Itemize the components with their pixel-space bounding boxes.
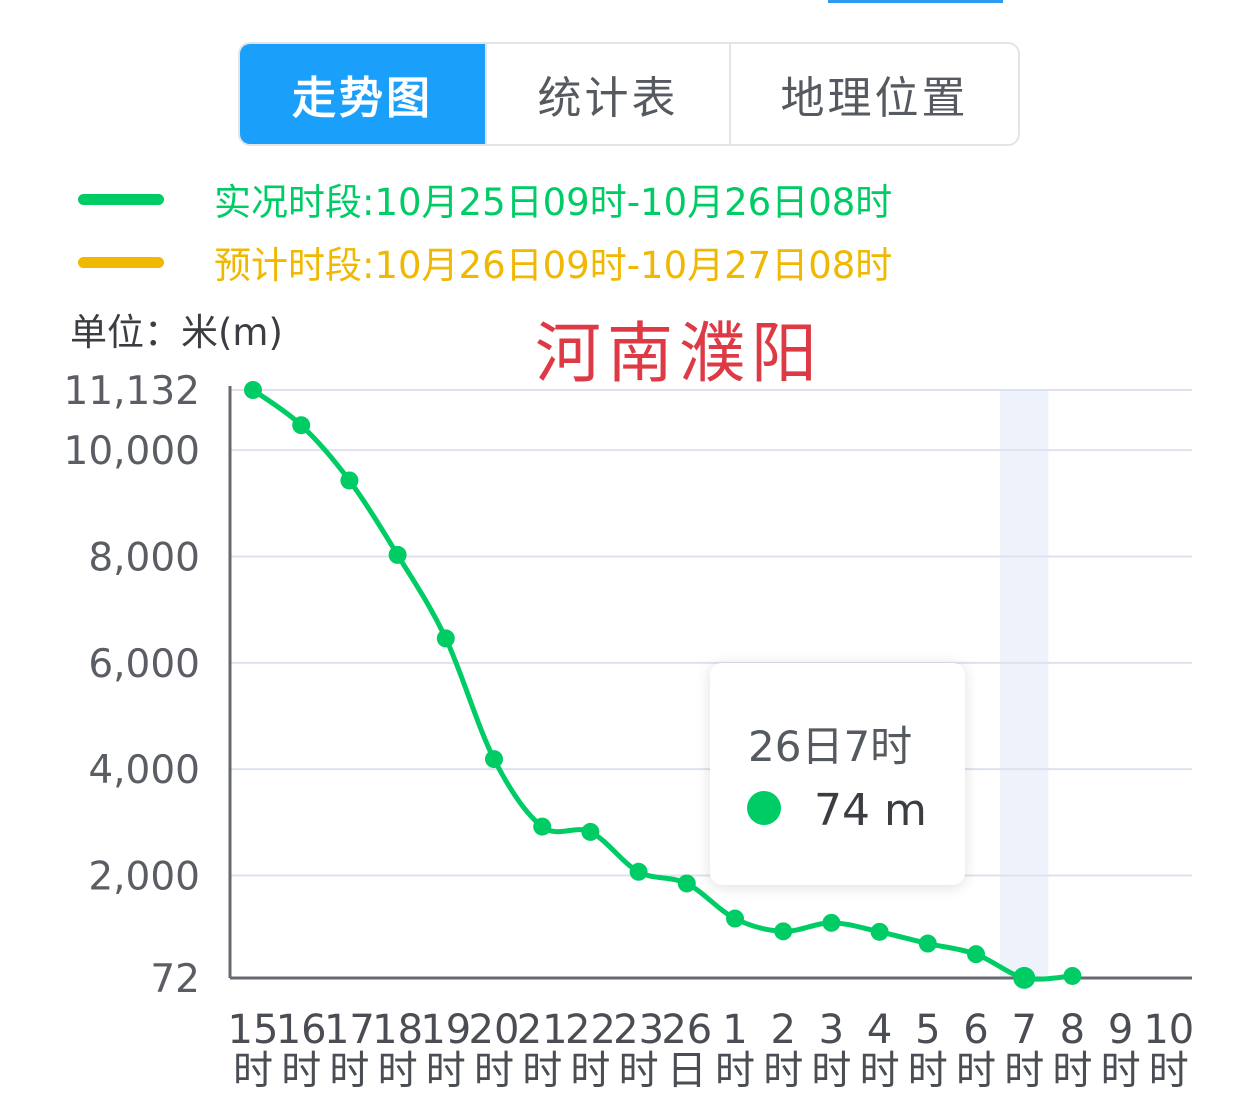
- tab-trend-chart[interactable]: 走势图: [240, 44, 487, 144]
- x-tick-label: 1: [722, 1007, 747, 1053]
- x-tick-label-unit: 时: [715, 1048, 755, 1094]
- y-tick-label: 6,000: [88, 642, 200, 687]
- y-tick-label: 2,000: [88, 854, 200, 899]
- y-tick-label: 10,000: [64, 429, 200, 474]
- x-tick-label: 21: [517, 1007, 568, 1053]
- data-point: [967, 945, 985, 964]
- x-tick-label: 9: [1108, 1007, 1133, 1053]
- x-tick-label-unit: 时: [619, 1048, 659, 1094]
- data-point: [1013, 966, 1036, 989]
- x-tick-label-unit: 时: [1052, 1048, 1092, 1094]
- data-point: [726, 909, 744, 928]
- legend-forecast: 预计时段:10月26日09时-10月27日08时: [78, 237, 892, 287]
- legend-actual: 实况时段:10月25日09时-10月26日08时: [78, 174, 892, 224]
- data-point: [436, 629, 455, 648]
- data-point: [533, 817, 552, 836]
- unit-label: 单位：米(m): [70, 311, 283, 354]
- data-point: [581, 822, 600, 841]
- x-tick-label: 6: [963, 1007, 988, 1053]
- x-tick-label: 20: [469, 1007, 520, 1053]
- x-tick-label: 16: [276, 1007, 327, 1053]
- x-tick-label: 5: [915, 1007, 940, 1053]
- x-tick-label: 19: [420, 1007, 471, 1053]
- data-point: [388, 545, 407, 564]
- data-point: [918, 934, 937, 953]
- x-tick-label-unit: 时: [233, 1048, 273, 1094]
- x-tick-label-unit: 时: [426, 1048, 466, 1094]
- x-tick-label-unit: 时: [1004, 1048, 1044, 1094]
- x-tick-label-unit: 时: [570, 1048, 610, 1094]
- x-tick-label: 15: [228, 1007, 279, 1053]
- data-point: [774, 922, 793, 941]
- data-point: [292, 416, 311, 435]
- data-point: [629, 862, 648, 881]
- x-tick-label-unit: 时: [860, 1048, 900, 1094]
- x-tick-label-unit: 时: [763, 1048, 803, 1094]
- x-tick-label: 4: [867, 1007, 892, 1053]
- x-tick-label: 22: [565, 1007, 616, 1053]
- data-point: [870, 922, 889, 941]
- data-point: [244, 381, 262, 399]
- x-tick-label-unit: 时: [329, 1048, 369, 1094]
- top-accent-bar: [828, 0, 1003, 3]
- x-tick-label-unit: 时: [522, 1048, 562, 1094]
- tooltip-value: 74 m: [814, 785, 927, 836]
- x-tick-label: 2: [770, 1007, 795, 1053]
- y-tick-label: 72: [150, 957, 200, 1002]
- x-tick-label: 3: [819, 1007, 844, 1053]
- tooltip-series-dot: [747, 791, 781, 825]
- x-tick-label-unit: 时: [1101, 1048, 1141, 1094]
- data-point: [677, 874, 696, 893]
- x-tick-label-unit: 时: [1149, 1048, 1189, 1094]
- highlight-band: [1000, 390, 1049, 978]
- y-tick-label: 4,000: [88, 748, 200, 793]
- x-tick-label-unit: 时: [378, 1048, 418, 1094]
- x-tick-label-unit: 时: [811, 1048, 851, 1094]
- x-tick-label: 26: [661, 1007, 712, 1053]
- tab-geo-location[interactable]: 地理位置: [780, 73, 969, 124]
- tooltip-title: 26日7时: [748, 722, 913, 771]
- tab-statistics-table[interactable]: 统计表: [487, 44, 731, 144]
- x-tick-label: 17: [324, 1007, 375, 1053]
- data-point: [822, 913, 841, 932]
- view-tabs: 走势图 统计表 地理位置: [238, 42, 1020, 146]
- data-point: [340, 471, 359, 490]
- legend-actual-label: 实况时段:10月25日09时-10月26日08时: [214, 181, 893, 224]
- x-tick-label-unit: 时: [474, 1048, 514, 1094]
- x-tick-label-unit: 时: [281, 1048, 321, 1094]
- legend-actual-swatch: [78, 193, 164, 205]
- data-point: [485, 750, 503, 769]
- x-tick-label-unit: 时: [908, 1048, 948, 1094]
- x-tick-label-unit: 时: [956, 1048, 996, 1094]
- x-tick-label: 10: [1143, 1007, 1194, 1053]
- x-tick-label: 18: [372, 1007, 423, 1053]
- legend-forecast-label: 预计时段:10月26日09时-10月27日08时: [214, 244, 893, 287]
- x-tick-label: 23: [613, 1007, 664, 1053]
- x-tick-label: 8: [1060, 1007, 1085, 1053]
- y-tick-label: 11,132: [64, 369, 200, 414]
- data-point: [1063, 966, 1082, 985]
- x-tick-label: 7: [1011, 1007, 1036, 1053]
- y-tick-label: 8,000: [88, 536, 200, 581]
- location-caption: 河南濮阳: [535, 315, 823, 392]
- x-tick-label-unit: 日: [667, 1048, 707, 1094]
- legend-forecast-swatch: [78, 256, 164, 268]
- data-tooltip: 26日7时 74 m: [710, 663, 965, 885]
